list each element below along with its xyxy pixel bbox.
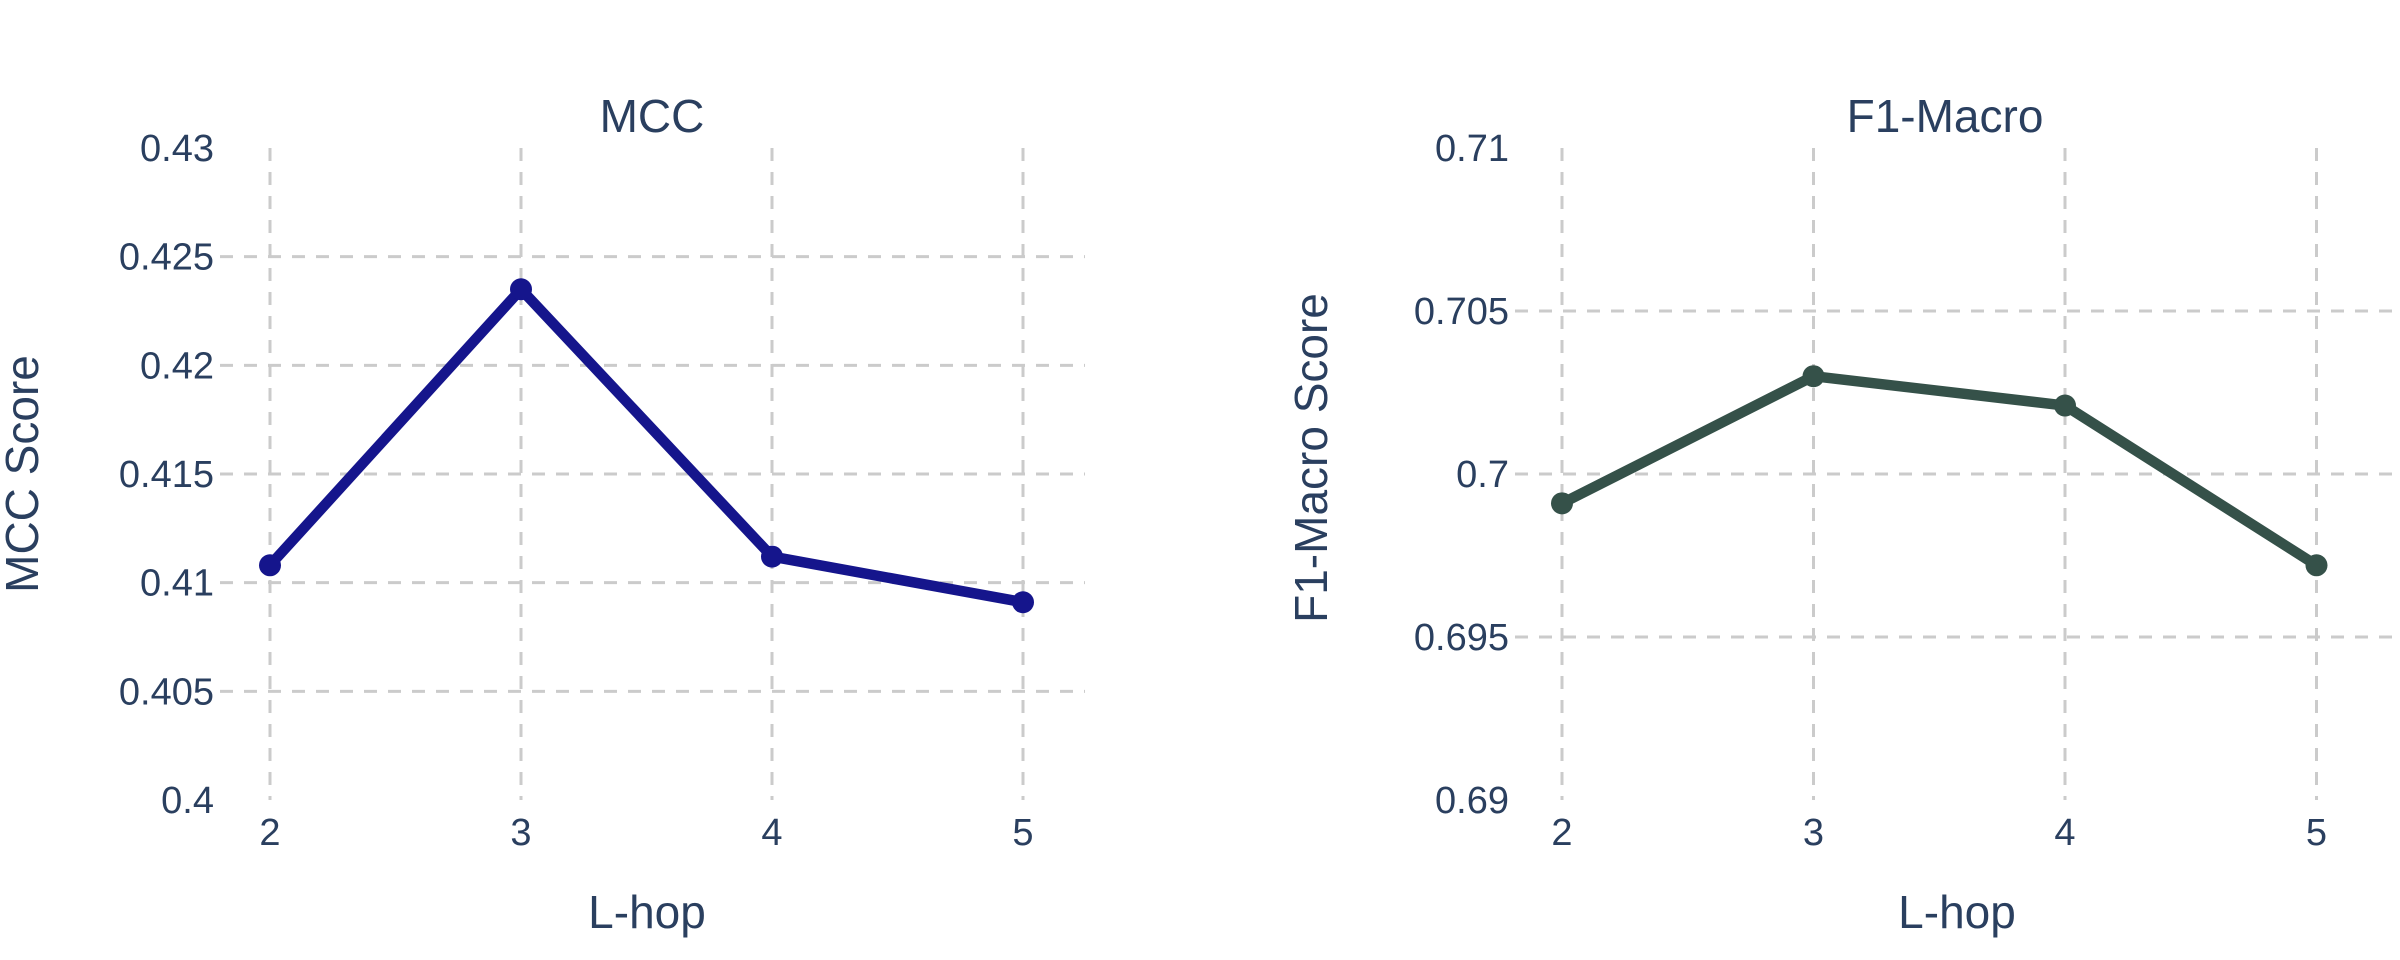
axis-tick-labels: 0.4 0.405 0.41 0.415 0.42 0.425 0.43 2 3 4 5 bbox=[119, 128, 1034, 854]
axis-tick-labels: 0.69 0.695 0.7 0.705 0.71 2 3 4 5 bbox=[1414, 128, 2327, 854]
data-point-marker bbox=[1012, 591, 1034, 614]
gridlines bbox=[1515, 148, 2400, 800]
chart-title: MCC bbox=[600, 90, 705, 142]
series-line bbox=[1556, 370, 2322, 571]
y-axis-title: F1-Macro Score bbox=[1285, 293, 1337, 623]
x-tick-label: 3 bbox=[1803, 812, 1824, 854]
y-tick-label: 0.425 bbox=[119, 237, 214, 279]
x-tick-label: 4 bbox=[2054, 812, 2075, 854]
x-tick-label: 2 bbox=[259, 812, 280, 854]
x-axis-title: L-hop bbox=[588, 886, 706, 938]
y-tick-label: 0.7 bbox=[1456, 454, 1509, 496]
y-tick-label: 0.42 bbox=[140, 345, 214, 387]
data-point-marker bbox=[2054, 394, 2076, 417]
data-point-marker bbox=[510, 278, 532, 301]
y-axis-title: MCC Score bbox=[0, 355, 48, 593]
y-tick-label: 0.695 bbox=[1414, 617, 1509, 659]
x-tick-label: 5 bbox=[1012, 812, 1033, 854]
line-series bbox=[259, 278, 1034, 614]
data-point-marker bbox=[259, 554, 281, 577]
y-tick-label: 0.41 bbox=[140, 563, 214, 605]
series-line bbox=[264, 284, 1029, 608]
data-point-marker bbox=[761, 545, 783, 568]
y-tick-label: 0.705 bbox=[1414, 291, 1509, 333]
data-point-marker bbox=[2305, 554, 2328, 577]
chart-title: F1-Macro bbox=[1847, 90, 2044, 142]
y-tick-label: 0.405 bbox=[119, 671, 214, 713]
x-axis-title: L-hop bbox=[1898, 886, 2016, 938]
x-tick-label: 4 bbox=[761, 812, 782, 854]
y-tick-label: 0.69 bbox=[1435, 780, 1509, 822]
data-point-marker bbox=[1802, 365, 1825, 388]
y-tick-label: 0.4 bbox=[161, 780, 214, 822]
chart-mcc: 0.4 0.405 0.41 0.415 0.42 0.425 0.43 2 3 4 5 MCC L… bbox=[0, 90, 1085, 938]
chart-f1-macro: 0.69 0.695 0.7 0.705 0.71 2 3 4 5 F1-Macro L-hop… bbox=[1285, 90, 2400, 938]
x-tick-label: 2 bbox=[1551, 812, 1572, 854]
x-tick-label: 3 bbox=[510, 812, 531, 854]
line-series bbox=[1551, 365, 2328, 577]
y-tick-label: 0.71 bbox=[1435, 128, 1509, 170]
y-tick-label: 0.43 bbox=[140, 128, 214, 170]
y-tick-label: 0.415 bbox=[119, 454, 214, 496]
data-point-marker bbox=[1551, 492, 1573, 515]
x-tick-label: 5 bbox=[2306, 812, 2327, 854]
